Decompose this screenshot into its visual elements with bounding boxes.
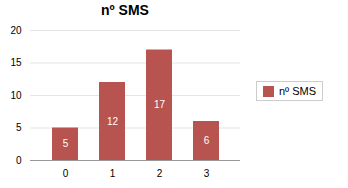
svg-text:0: 0: [16, 155, 22, 166]
html-text:nº SMS: nº SMS: [101, 2, 149, 18]
svg-text:15: 15: [10, 57, 22, 68]
svg-text:10: 10: [10, 90, 22, 101]
svg-text:17: 17: [154, 99, 166, 110]
svg-text:3: 3: [204, 168, 210, 179]
svg-text:5: 5: [16, 122, 22, 133]
html-text:nº SMS: nº SMS: [279, 85, 316, 97]
svg-text:5: 5: [63, 138, 69, 149]
svg-text:20: 20: [10, 25, 22, 36]
svg-text:1: 1: [110, 168, 116, 179]
svg-text:2: 2: [157, 168, 163, 179]
svg-text:6: 6: [204, 135, 210, 146]
svg-text:0: 0: [63, 168, 69, 179]
svg-text:12: 12: [107, 116, 119, 127]
